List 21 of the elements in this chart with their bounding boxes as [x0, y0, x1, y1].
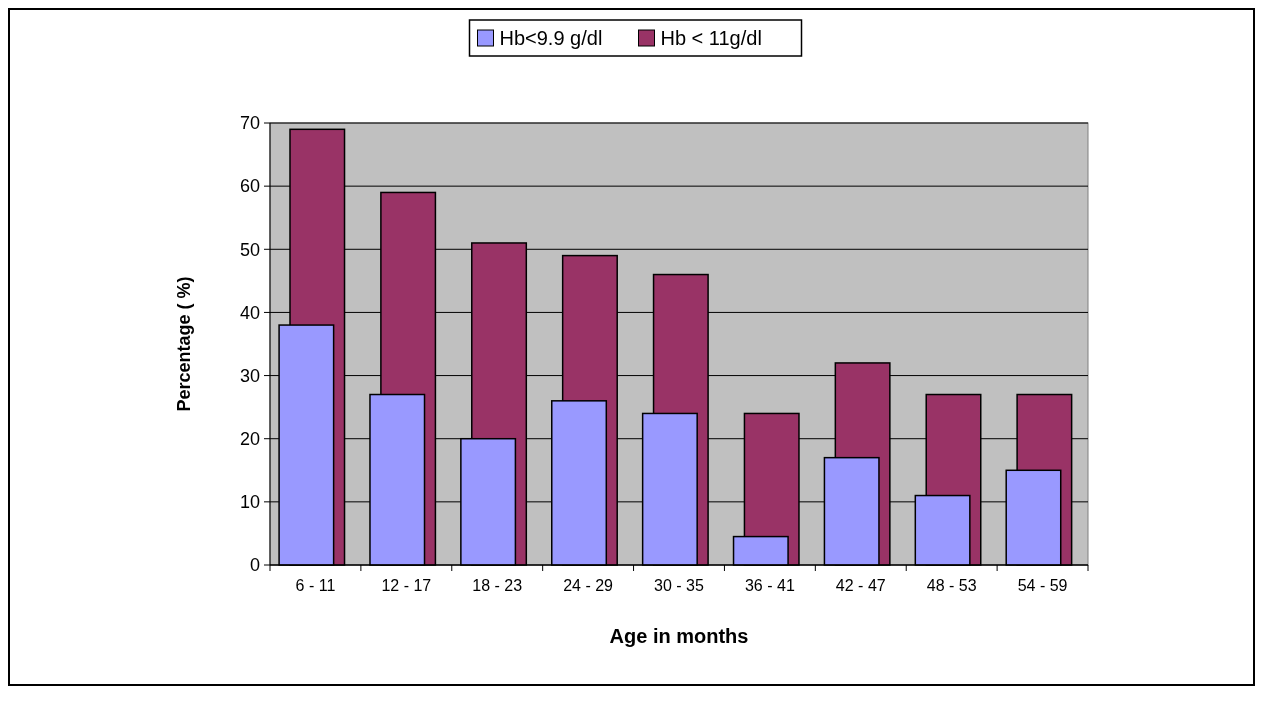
y-axis-title: Percentage ( %)	[174, 276, 194, 412]
y-tick-label: 40	[239, 302, 260, 323]
y-tick-label: 20	[239, 429, 260, 450]
y-tick-label: 70	[239, 113, 260, 134]
x-tick-label: 30 - 35	[654, 577, 705, 594]
x-tick-label: 24 - 29	[563, 577, 614, 594]
y-tick-label: 50	[239, 239, 260, 260]
y-tick-label: 60	[239, 176, 260, 197]
x-tick-label: 36 - 41	[744, 577, 795, 594]
x-tick-label: 12 - 17	[381, 577, 432, 594]
x-tick-label: 48 - 53	[926, 577, 977, 594]
legend-label: Hb<9.9 g/dl	[499, 27, 603, 49]
x-tick-label: 54 - 59	[1017, 577, 1068, 594]
legend-label: Hb < 11g/dl	[660, 27, 762, 49]
x-tick-label: 6 - 11	[295, 577, 336, 594]
y-tick-label: 30	[239, 365, 260, 386]
x-axis-title: Age in months	[609, 625, 749, 647]
x-tick-label: 18 - 23	[472, 577, 523, 594]
y-tick-label: 0	[249, 555, 260, 576]
x-tick-label: 42 - 47	[835, 577, 886, 594]
y-tick-label: 10	[239, 492, 260, 513]
